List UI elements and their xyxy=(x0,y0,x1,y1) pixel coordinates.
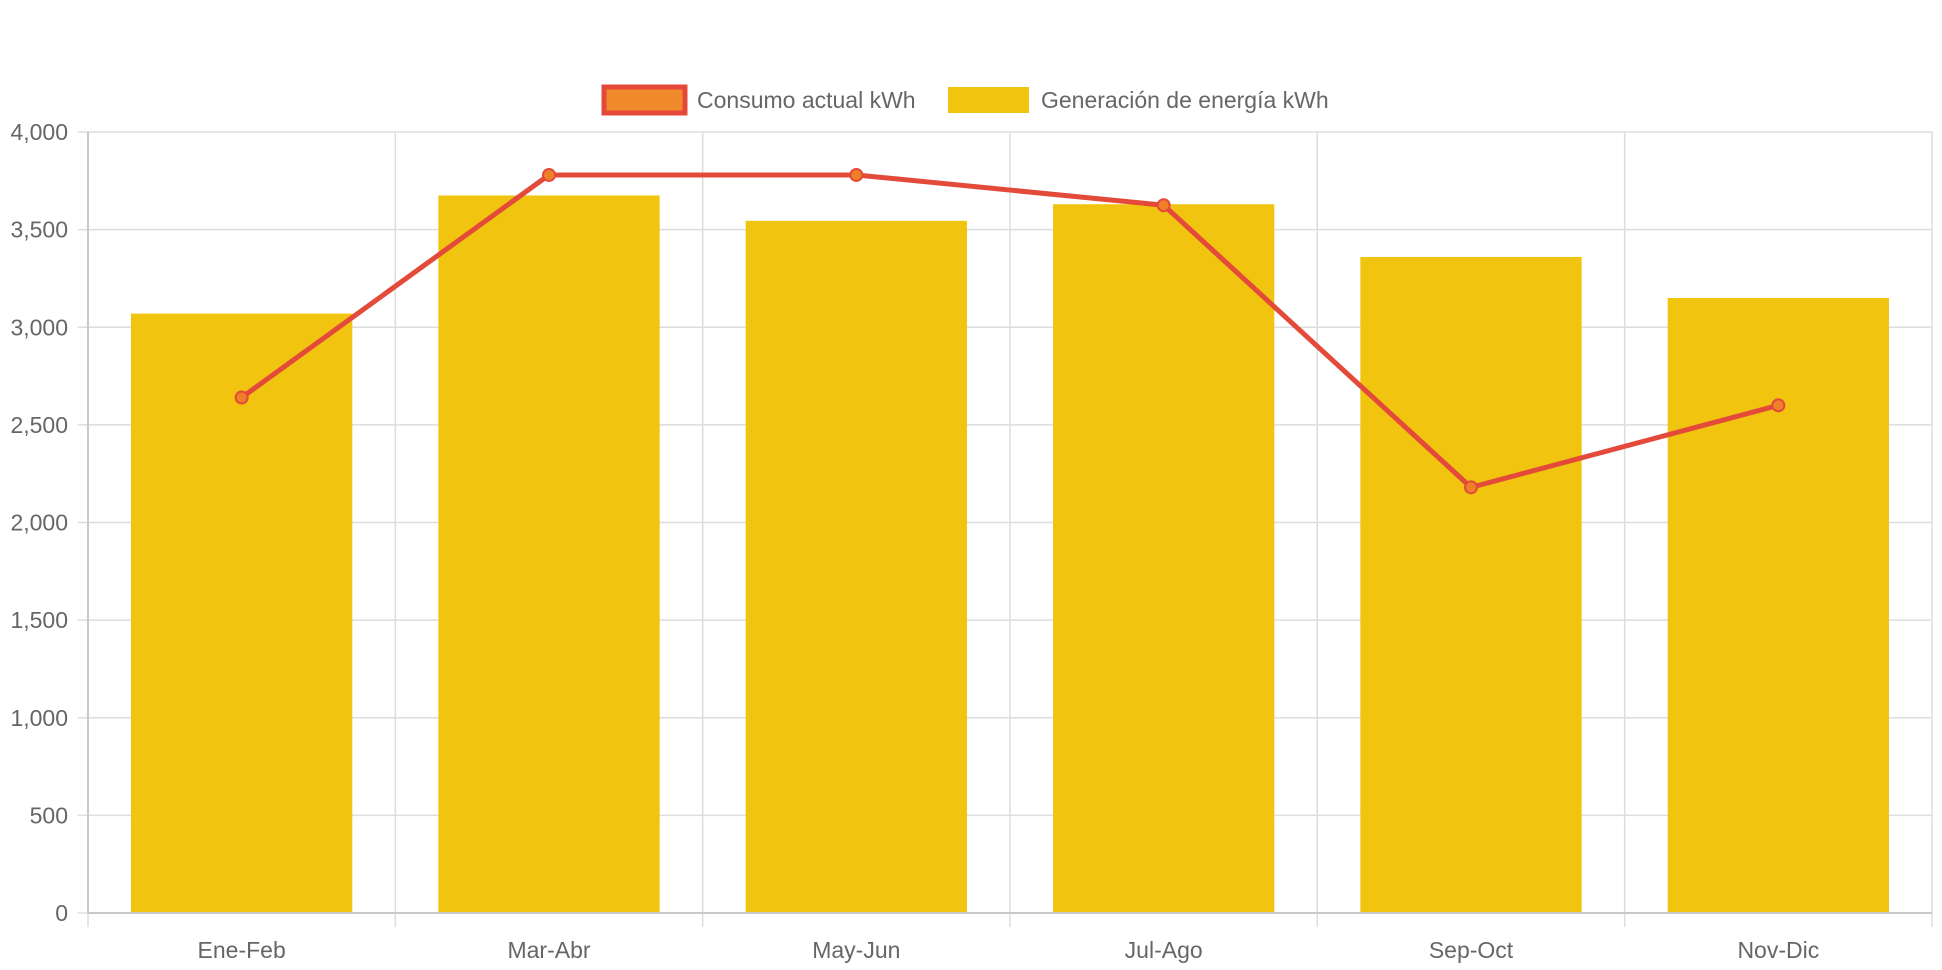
y-tick-label: 1,000 xyxy=(10,705,68,731)
x-tick-label: Ene-Feb xyxy=(198,937,286,963)
line-point-sep-oct xyxy=(1464,480,1478,495)
line-point-jul-ago xyxy=(1156,198,1171,213)
y-tick-label: 3,500 xyxy=(10,217,68,243)
line-series xyxy=(234,167,1786,495)
axes: 0 500 1,000 1,500 2,000 2,500 3,000 3,500 4,000 E… xyxy=(10,119,1932,963)
line-point-may-jun xyxy=(849,167,864,182)
legend-swatch-consumo xyxy=(601,84,688,116)
y-tick-label: 4,000 xyxy=(10,119,68,145)
bar-ene-feb xyxy=(131,313,353,913)
grid-lines xyxy=(78,131,1933,927)
bar-nov-dic xyxy=(1667,297,1889,913)
y-tick-label: 500 xyxy=(30,802,68,828)
bar-sep-oct xyxy=(1360,256,1582,914)
bar-jul-ago xyxy=(1053,204,1275,913)
line-point-ene-feb xyxy=(234,390,249,405)
consumption-line xyxy=(239,172,1781,490)
y-tick-label: 0 xyxy=(55,900,68,926)
line-point-nov-dic xyxy=(1771,398,1786,413)
legend-label-consumo: Consumo actual kWh xyxy=(697,87,916,113)
x-tick-label: Mar-Abr xyxy=(507,937,590,963)
legend: Consumo actual kWh Generación de energía … xyxy=(601,84,1329,116)
x-tick-label: Jul-Ago xyxy=(1125,937,1203,963)
y-tick-label: 2,500 xyxy=(10,412,68,438)
y-tick-label: 2,000 xyxy=(10,510,68,536)
line-point-mar-abr xyxy=(542,167,556,182)
legend-swatch-generacion xyxy=(948,87,1029,113)
x-tick-label: May-Jun xyxy=(812,937,900,963)
bar-series xyxy=(131,195,1889,914)
bar-may-jun xyxy=(745,220,967,913)
y-tick-label: 3,000 xyxy=(10,314,68,340)
legend-label-generacion: Generación de energía kWh xyxy=(1041,87,1329,113)
bar-mar-abr xyxy=(438,195,660,914)
x-tick-label: Nov-Dic xyxy=(1737,937,1819,963)
x-tick-label: Sep-Oct xyxy=(1429,937,1514,963)
y-tick-label: 1,500 xyxy=(10,607,68,633)
